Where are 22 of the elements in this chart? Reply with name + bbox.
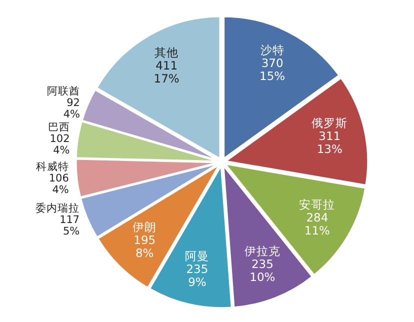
data-label: 284 11% [304,210,330,238]
slice-label: 科威特 [36,160,69,174]
slice-label: 沙特 [260,42,284,57]
slice-label: 阿曼 [185,248,210,263]
data-label: 92 4% [63,97,80,121]
slice-label: 委内瑞拉 [36,201,80,214]
slice-label: 俄罗斯 [312,116,348,130]
data-label: 195 8% [134,233,156,260]
data-label: 311 13% [316,129,343,156]
data-label: 235 9% [186,262,208,289]
slice-label: 其他 [154,46,179,60]
data-label: 102 4% [50,132,70,156]
slice-label: 阿联酋 [46,86,80,98]
data-label: 106 4% [48,172,70,196]
slice-label: 伊朗 [132,220,157,234]
data-label: 117 5% [60,214,80,238]
slice-label: 安哥拉 [299,197,336,212]
data-label: 411 17% [154,58,180,86]
slice-label: 伊拉克 [244,244,280,258]
data-label: 370 15% [260,56,286,83]
data-label: 235 10% [250,256,276,284]
slice-label: 巴西 [48,121,70,134]
